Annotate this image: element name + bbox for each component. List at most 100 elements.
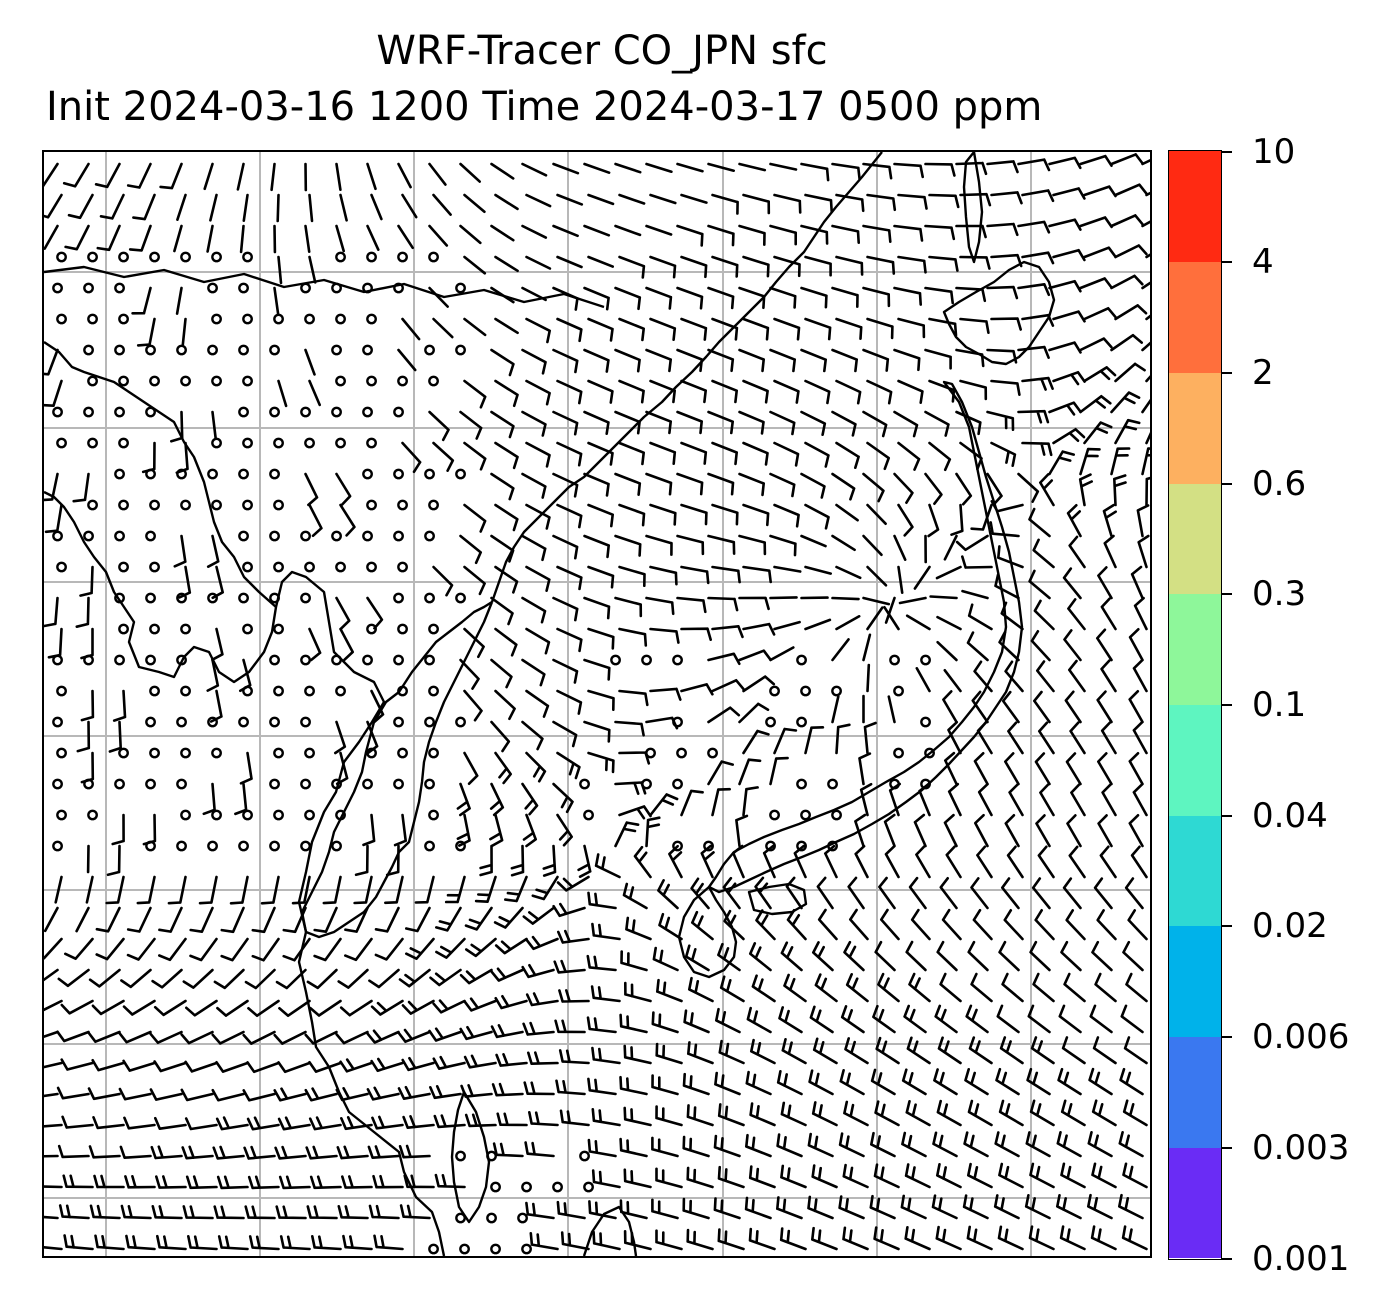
wind-barb xyxy=(897,379,924,404)
calm-wind-marker xyxy=(428,375,439,387)
wind-barb xyxy=(220,906,245,934)
wind-barb xyxy=(203,162,214,191)
wind-barb xyxy=(973,752,989,786)
wind-barb xyxy=(60,1058,94,1071)
calm-wind-marker xyxy=(238,530,249,542)
calm-wind-marker xyxy=(335,809,346,821)
wind-barb xyxy=(967,1162,993,1189)
wind-barb xyxy=(994,1131,1020,1158)
calm-wind-marker xyxy=(180,623,191,635)
wind-barb xyxy=(1039,473,1055,507)
wind-barb xyxy=(154,1116,187,1130)
wind-barb xyxy=(676,596,707,614)
wind-barb xyxy=(1083,185,1117,198)
wind-barb xyxy=(525,193,552,208)
wind-barb xyxy=(649,441,677,465)
calm-wind-marker xyxy=(145,840,156,852)
wind-barb xyxy=(405,937,435,960)
wind-barb xyxy=(44,379,63,407)
wind-barb xyxy=(459,658,480,690)
wind-barb xyxy=(557,929,590,944)
wind-barb xyxy=(1130,565,1144,600)
wind-barb xyxy=(111,813,125,846)
wind-barb xyxy=(158,906,183,933)
wind-barb xyxy=(432,565,454,597)
calm-wind-marker xyxy=(300,716,311,728)
wind-barb xyxy=(655,1167,683,1189)
wind-barb xyxy=(309,1175,342,1190)
wind-barb xyxy=(243,1145,276,1160)
wind-barb xyxy=(558,1049,590,1065)
wind-barb xyxy=(618,503,646,527)
wind-barb xyxy=(1021,251,1055,265)
calm-wind-marker xyxy=(424,716,435,728)
wind-barb xyxy=(220,937,249,962)
calm-wind-marker xyxy=(304,685,315,697)
wind-barb xyxy=(1026,1067,1051,1096)
wind-barb xyxy=(1096,909,1117,941)
wind-barb xyxy=(887,695,896,724)
wind-barb xyxy=(800,410,827,436)
wind-barb xyxy=(744,1196,772,1220)
wind-barb xyxy=(434,1173,466,1189)
wind-barb xyxy=(683,1009,710,1034)
wind-barb xyxy=(521,596,547,624)
wind-barb xyxy=(676,410,703,435)
calm-wind-marker xyxy=(242,437,253,449)
wind-barb xyxy=(342,1234,373,1251)
wind-barb xyxy=(614,224,642,237)
wind-barb xyxy=(935,565,962,580)
wind-barb xyxy=(510,844,525,877)
wind-barb xyxy=(738,286,766,310)
wind-barb xyxy=(686,1166,714,1189)
wind-barb xyxy=(655,1229,683,1251)
wind-barb xyxy=(1132,721,1148,755)
calm-wind-marker xyxy=(118,623,129,635)
wind-barb xyxy=(128,224,152,252)
wind-barb xyxy=(313,906,338,933)
wind-barb xyxy=(854,813,867,848)
calm-wind-marker xyxy=(769,685,780,697)
wind-barb xyxy=(1141,220,1150,228)
wind-barb xyxy=(1121,1225,1148,1251)
wind-barb xyxy=(862,534,883,557)
wind-barb xyxy=(397,1085,431,1100)
wind-barb xyxy=(1007,721,1024,755)
wind-barb xyxy=(816,876,834,910)
wind-barb xyxy=(304,1087,338,1102)
wind-barb xyxy=(182,1205,214,1220)
calm-wind-marker xyxy=(800,685,811,697)
wind-barb xyxy=(684,944,710,972)
wind-barb xyxy=(185,1175,218,1190)
wind-barb xyxy=(1032,538,1055,569)
colorbar-segment xyxy=(1169,925,1221,1038)
wind-barb xyxy=(524,1141,555,1158)
calm-wind-marker xyxy=(176,592,187,604)
wind-barb xyxy=(531,875,559,901)
calm-wind-marker xyxy=(893,685,904,697)
wind-barb xyxy=(690,877,710,910)
wind-barb xyxy=(1052,371,1086,386)
boundary-line xyxy=(44,265,605,309)
colorbar-segment xyxy=(1169,593,1221,705)
wind-barb xyxy=(831,348,858,373)
wind-barb xyxy=(521,162,548,177)
wind-barb xyxy=(366,1029,400,1044)
wind-barb xyxy=(1017,283,1051,297)
colorbar-tick-label: 2 xyxy=(1252,352,1274,393)
wind-barb xyxy=(494,751,512,785)
calm-wind-marker xyxy=(207,716,218,728)
wind-barb xyxy=(337,1205,369,1220)
wind-barb xyxy=(835,503,859,522)
wind-barb xyxy=(870,1068,896,1096)
wind-barb xyxy=(1090,1225,1117,1251)
wind-barb xyxy=(976,721,993,755)
wind-barb xyxy=(1097,814,1113,848)
wind-barb xyxy=(459,1025,493,1041)
calm-wind-marker xyxy=(242,375,253,387)
calm-wind-marker xyxy=(269,778,280,790)
wind-barb xyxy=(463,627,485,659)
wind-barb xyxy=(955,534,989,552)
wind-barb xyxy=(936,940,958,972)
wind-barb xyxy=(1030,630,1051,662)
